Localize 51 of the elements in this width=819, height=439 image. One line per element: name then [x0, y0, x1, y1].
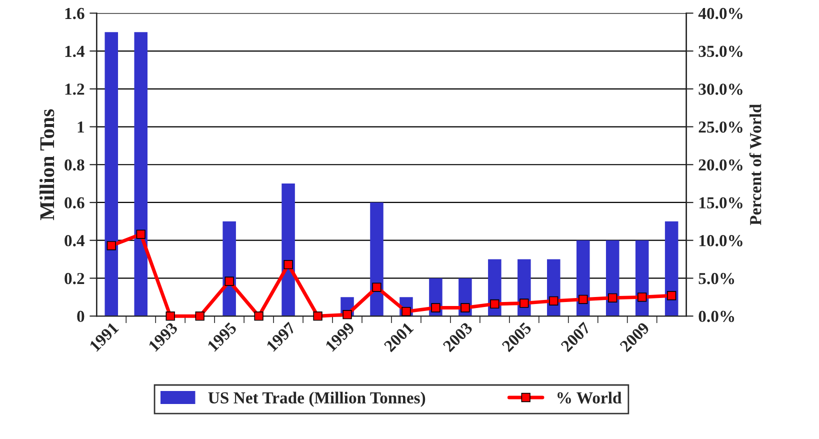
point [666, 291, 676, 300]
point [195, 311, 204, 321]
y2-tick-label: 0.0% [698, 310, 734, 322]
y2-tick-label: 15.0% [699, 197, 742, 209]
point [224, 276, 234, 286]
point [549, 296, 558, 306]
point [372, 282, 382, 292]
point [460, 303, 470, 312]
bar [606, 240, 620, 316]
y-tick-label: 1.2 [65, 84, 84, 95]
y2-tick-label: 30.0% [698, 84, 742, 95]
point [284, 260, 293, 270]
point [342, 310, 352, 320]
point [578, 294, 588, 304]
point [608, 293, 618, 302]
point [431, 303, 440, 312]
y2-axis-title: Percent of World [749, 104, 762, 226]
bar [664, 221, 678, 316]
point [402, 306, 411, 316]
y2-tick-label: 40.0% [698, 8, 742, 20]
bar [635, 240, 649, 316]
y-axis-title: Million Tons [40, 109, 54, 220]
bar [576, 240, 590, 316]
bar [104, 32, 118, 316]
point [490, 299, 500, 309]
y-tick-label: 1 [78, 122, 84, 133]
y-tick-label: 0.2 [64, 272, 84, 284]
point [254, 311, 264, 321]
point [638, 292, 647, 302]
point [106, 241, 116, 250]
y-tick-label: 1.6 [65, 8, 84, 20]
y-tick-label: 0.6 [64, 197, 84, 209]
y-tick-label: 0.8 [64, 159, 84, 171]
point [166, 311, 175, 321]
y2-tick-label: 10.0% [699, 235, 742, 246]
y-tick-label: 1.4 [65, 46, 85, 58]
bar [282, 184, 295, 316]
y2-tick-label: 5.0% [698, 272, 734, 284]
point [520, 298, 529, 308]
bar [134, 32, 148, 316]
point [136, 230, 146, 239]
legend-label: % World [558, 392, 622, 404]
bar [222, 221, 236, 316]
y2-tick-label: 25.0% [698, 121, 742, 133]
y-tick-label: 0 [77, 310, 84, 322]
bar [370, 202, 384, 316]
legend-label: US Net Trade (Million Tonnes) [208, 392, 426, 407]
point [313, 311, 322, 321]
y2-tick-label: 35.0% [698, 46, 742, 58]
y-tick-label: 0.4 [64, 235, 85, 246]
y2-tick-label: 20.0% [698, 159, 742, 171]
